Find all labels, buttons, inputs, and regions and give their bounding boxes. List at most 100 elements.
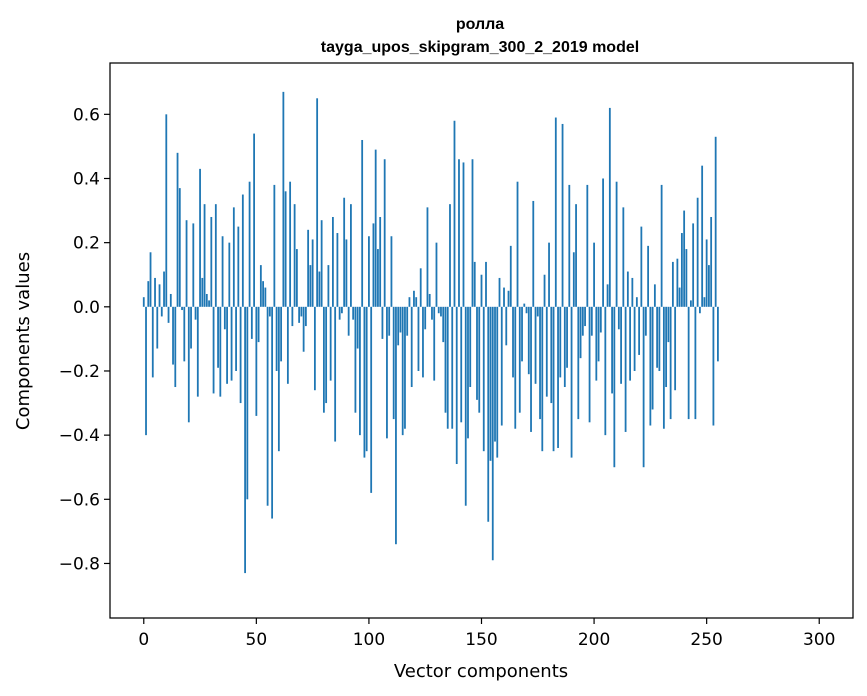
bar [449,204,451,307]
bar [428,293,431,307]
bar [712,306,715,426]
chart-title: ролла [456,16,504,33]
bar [437,306,440,314]
bar [633,306,636,371]
bar [397,306,400,346]
bar [322,306,325,413]
bar [167,306,170,323]
bar [644,306,647,336]
bar [379,216,382,307]
bar [593,242,595,307]
bar [217,306,219,368]
bar [525,306,528,314]
bar [464,306,467,506]
bar [662,306,665,429]
bar [424,306,427,330]
bar [388,306,391,336]
bar [680,233,683,307]
bar [631,277,634,307]
bar [318,271,321,307]
bar [172,306,174,365]
bar [259,265,262,307]
bar [325,306,328,404]
bar [435,242,438,307]
plot-frame [109,62,854,619]
y-tick-label: −0.8 [59,554,100,574]
bar [246,306,249,500]
bar [277,306,280,452]
bar [273,184,276,307]
bar [440,306,442,317]
bar [235,306,237,371]
bar [676,258,679,307]
bar [489,306,492,461]
bar [653,284,656,307]
bar [689,300,692,307]
bar [275,306,278,371]
bar [295,249,298,307]
bar [309,265,312,307]
bar [548,242,550,307]
bar [570,306,573,458]
bar [307,229,310,307]
chart-subtitle: tayga_upos_skipgram_300_2_2019 model [321,39,639,56]
bar [642,306,645,468]
bar [539,306,541,420]
bar [480,274,483,307]
bar [313,306,316,391]
bar [302,306,305,352]
bar [187,306,190,423]
bar [518,306,521,413]
bar [264,287,267,307]
bar [469,306,472,388]
bar [649,306,652,426]
bar [413,290,415,307]
bar [404,306,406,429]
bar [505,306,508,346]
bar [694,306,697,420]
y-axis-ticks: −0.8 −0.6 −0.4 −0.2 0.0 0.2 0.4 0.6 [59,105,110,574]
bar [478,306,481,413]
bar [300,306,303,317]
bar [354,306,357,413]
bar [304,306,307,327]
bar [669,306,672,420]
bar [169,293,172,307]
bar [536,306,539,317]
bar [205,293,208,307]
bar [599,306,602,333]
bar [608,107,611,307]
bar [710,216,713,307]
bar [237,226,240,307]
bar [156,306,159,349]
bar [365,306,368,452]
bar [334,306,337,442]
bar [399,306,402,333]
bar [714,136,717,307]
bar [552,306,555,452]
bar [563,306,566,388]
x-tick-label: 0 [138,630,149,650]
bar [433,306,436,381]
bar [174,306,177,388]
bar [406,306,409,336]
bar [498,277,501,307]
bar [604,306,607,436]
bar [638,306,641,355]
bar [386,306,388,439]
bar [491,306,494,561]
bar [395,306,397,545]
bar [629,306,631,381]
bar [692,223,695,307]
y-tick-label: −0.2 [59,362,100,382]
bar [590,306,593,336]
bar [415,297,418,307]
bar [568,184,571,307]
bar [196,306,199,397]
bar [377,249,379,307]
bar [588,306,591,423]
bar [516,181,519,307]
bar [453,120,456,307]
bar [534,306,537,384]
